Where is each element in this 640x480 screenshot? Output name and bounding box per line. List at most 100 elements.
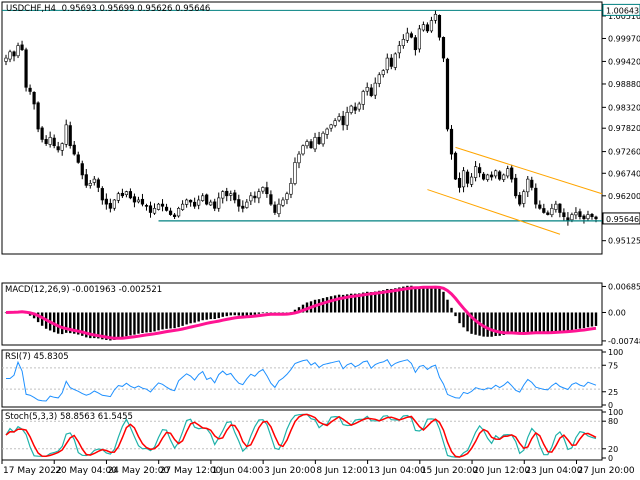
- stoch-main-line: [5, 413, 597, 458]
- candle-body-bull: [397, 45, 401, 54]
- price-candles: [4, 10, 598, 226]
- candle: [522, 189, 526, 208]
- candle: [108, 198, 112, 213]
- candle: [297, 151, 301, 169]
- macd-bar: [161, 312, 164, 330]
- candle-body-bull: [64, 124, 68, 145]
- candle-body-bull: [405, 32, 409, 41]
- candle: [393, 52, 397, 71]
- macd-bar: [205, 312, 208, 320]
- macd-bar: [345, 294, 349, 313]
- candle-body-bull: [574, 212, 578, 216]
- candle-body-bull: [433, 13, 438, 21]
- candle: [518, 192, 522, 207]
- candle-body-bear: [148, 205, 153, 213]
- candle: [421, 21, 426, 32]
- rsi-panel[interactable]: RSI(7) 45.8305 100 75 25 0: [1, 348, 623, 410]
- candle: [562, 208, 566, 222]
- candle-body-bull: [461, 170, 466, 188]
- candle-body-bear: [341, 115, 345, 126]
- candle-body-bull: [136, 199, 141, 203]
- candle-body-bull: [421, 24, 426, 31]
- candle-body-bull: [285, 193, 289, 200]
- candle-body-bear: [582, 215, 586, 220]
- candle: [20, 40, 24, 51]
- candle: [305, 139, 309, 149]
- candle: [148, 201, 153, 218]
- candle-body-bear: [56, 146, 60, 151]
- candle: [510, 164, 514, 183]
- candle: [164, 203, 169, 212]
- candle-body-bear: [317, 136, 321, 144]
- channel-lower-line: [427, 189, 561, 235]
- candle-body-bear: [445, 58, 450, 130]
- candle: [413, 35, 417, 56]
- stoch-tick-label: 100: [608, 408, 623, 417]
- macd-bar: [458, 312, 461, 324]
- macd-bar: [382, 290, 385, 313]
- candle-body-bear: [590, 213, 594, 217]
- macd-bar: [398, 287, 401, 313]
- candle-body-bear: [40, 127, 44, 140]
- macd-bar: [153, 312, 156, 332]
- candle: [453, 151, 458, 180]
- candle: [257, 188, 261, 204]
- candle-body-bull: [277, 203, 281, 215]
- candle-body-bear: [441, 37, 446, 59]
- candle-body-bear: [353, 106, 357, 111]
- candle: [353, 102, 357, 115]
- macd-bar: [4, 312, 8, 314]
- macd-bar: [261, 312, 265, 314]
- candle-body-bear: [44, 139, 48, 144]
- candle-body-bull: [550, 208, 554, 216]
- candle-body-bear: [164, 206, 169, 211]
- stoch-signal-line: [5, 413, 597, 458]
- candle: [373, 77, 377, 100]
- macd-bar: [578, 312, 582, 329]
- candle-body-bear: [273, 204, 277, 213]
- macd-tick-label: -0.007487: [608, 337, 640, 346]
- candle-body-bull: [321, 132, 325, 145]
- candle-body-bear: [409, 33, 413, 38]
- candle-body-bear: [534, 187, 538, 205]
- candle: [309, 139, 313, 149]
- candle: [156, 202, 161, 211]
- candle-body-bear: [518, 194, 522, 205]
- macd-bar: [105, 312, 108, 340]
- candle-body-bear: [530, 179, 534, 188]
- candle-body-bull: [361, 91, 365, 105]
- macd-bar: [85, 312, 88, 338]
- time-tick-label: 3 Jun 20:00: [264, 466, 316, 476]
- candle: [48, 131, 52, 148]
- stoch-header: Stoch(5,3,3) 58.8563 61.5455: [5, 412, 133, 422]
- macd-panel-frame: [1, 282, 603, 346]
- candle: [44, 135, 48, 146]
- macd-bar: [257, 312, 261, 314]
- macd-bar: [125, 312, 128, 337]
- candle: [172, 212, 177, 220]
- macd-bar: [145, 312, 148, 333]
- candle-body-bull: [357, 103, 361, 110]
- macd-bar: [217, 312, 220, 319]
- macd-panel[interactable]: MACD(12,26,9) -0.001963 -0.002521 0.0068…: [1, 282, 640, 346]
- price-tick-label: 0.95125: [608, 237, 640, 246]
- candle-body-bear: [84, 174, 88, 186]
- macd-bar: [410, 285, 413, 313]
- candle-body-bear: [193, 201, 197, 207]
- macd-bar: [406, 285, 409, 313]
- macd-bar: [454, 312, 457, 317]
- macd-bar: [193, 312, 196, 323]
- macd-bar: [321, 298, 325, 313]
- candle: [498, 170, 502, 181]
- candle: [4, 54, 8, 66]
- candle-body-bull: [469, 176, 474, 185]
- candle-body-bear: [413, 37, 417, 51]
- price-panel[interactable]: USDCHF,H4 0.95693 0.95699 0.95626 0.9564…: [1, 1, 640, 255]
- rsi-tick-label: 0: [608, 401, 613, 410]
- macd-bar: [141, 312, 144, 334]
- macd-bar: [137, 312, 140, 334]
- macd-bar: [113, 312, 116, 340]
- high-price-label: 1.00643: [606, 6, 639, 15]
